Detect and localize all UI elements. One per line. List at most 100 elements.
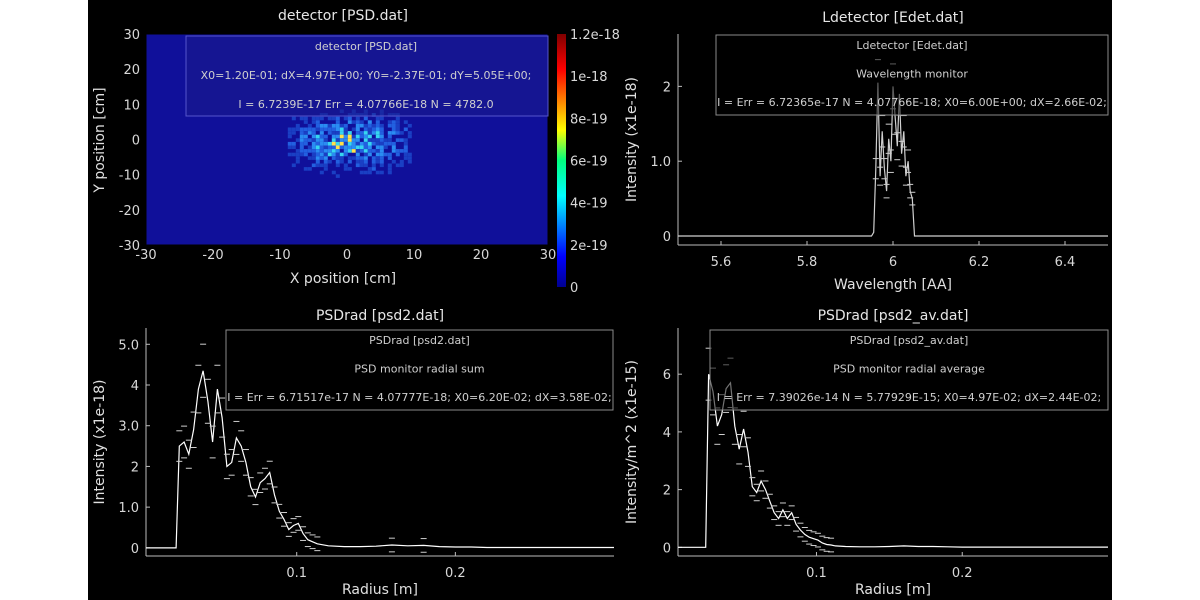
heatmap-cell: [387, 134, 392, 139]
heatmap-cell: [359, 170, 364, 175]
info-box-line: Wavelength monitor: [856, 68, 968, 81]
heatmap-cell: [359, 134, 364, 139]
heatmap-cell: [387, 170, 392, 175]
heatmap-cell: [351, 138, 356, 142]
info-box-line: I = Err = 6.72365e-17 N = 4.07766E-18; X…: [717, 96, 1107, 109]
x-tick-label: 10: [406, 248, 423, 263]
heatmap-cell: [335, 174, 340, 178]
heatmap-cell: [343, 152, 348, 157]
heatmap-cell: [391, 145, 396, 150]
heatmap-cell: [311, 120, 316, 124]
heatmap-cell: [367, 145, 372, 150]
heatmap-cell: [391, 127, 396, 132]
x-axis-label: X position [cm]: [290, 271, 396, 287]
heatmap-cell: [299, 127, 304, 132]
heatmap-cell: [383, 145, 388, 150]
x-tick-label: 30: [540, 248, 557, 263]
heatmap-cell: [363, 127, 368, 132]
heatmap-cell: [375, 134, 380, 139]
heatmap-cell: [363, 141, 368, 146]
heatmap-cell: [375, 145, 380, 150]
heatmap-cell: [359, 145, 364, 150]
heatmap-cell: [291, 116, 296, 121]
chart-title: detector [PSD.dat]: [278, 8, 408, 24]
y-tick-label: 1.0: [118, 501, 139, 516]
heatmap-cell: [307, 123, 312, 128]
heatmap-cell: [351, 127, 356, 132]
heatmap-cell: [303, 120, 308, 124]
heatmap-cell: [343, 141, 348, 146]
heatmap-cell: [327, 145, 332, 150]
x-tick-label: 6.2: [969, 255, 990, 270]
heatmap-cell: [327, 159, 332, 164]
heatmap-cell: [335, 163, 340, 168]
heatmap-cell: [319, 163, 324, 168]
heatmap-cell: [323, 159, 328, 164]
heatmap-cell: [375, 141, 380, 146]
heatmap-cell: [327, 141, 332, 146]
heatmap-cell: [359, 141, 364, 146]
heatmap-cell: [403, 138, 408, 142]
heatmap-cell: [375, 127, 380, 132]
y-axis-label: Intensity (x1e-18): [92, 380, 108, 505]
heatmap-cell: [351, 141, 356, 146]
heatmap-cell: [395, 152, 400, 157]
heatmap-cell: [359, 156, 364, 160]
info-box-line: PSDrad [psd2.dat]: [369, 334, 470, 347]
y-tick-label: -20: [119, 204, 140, 219]
chart-title: Ldetector [Edet.dat]: [822, 10, 964, 26]
x-tick-label: 0.1: [286, 566, 307, 581]
info-box: [715, 34, 1109, 116]
heatmap-cell: [347, 149, 352, 153]
heatmap-cell: [311, 145, 316, 150]
heatmap-cell: [299, 116, 304, 121]
heatmap-cell: [367, 134, 372, 139]
heatmap-cell: [319, 134, 324, 139]
heatmap-cell: [355, 120, 360, 124]
heatmap-cell: [387, 141, 392, 146]
heatmap-cell: [399, 149, 404, 153]
heatmap-cell: [387, 138, 392, 142]
heatmap-cell: [295, 123, 300, 128]
y-axis-label: Y position [cm]: [92, 87, 108, 193]
info-box-line: PSD monitor radial average: [833, 363, 985, 376]
heatmap-cell: [299, 152, 304, 157]
heatmap-cell: [287, 134, 292, 139]
heatmap-cell: [315, 163, 320, 168]
heatmap-cell: [291, 127, 296, 132]
heatmap-cell: [347, 156, 352, 160]
heatmap-cell: [355, 138, 360, 142]
heatmap-cell: [295, 138, 300, 142]
heatmap-cell: [387, 131, 392, 135]
heatmap-cell: [379, 138, 384, 142]
heatmap-cell: [363, 138, 368, 142]
heatmap-cell: [331, 138, 336, 142]
heatmap-cell: [351, 120, 356, 124]
y-tick-label: 1.0: [650, 155, 671, 170]
heatmap-cell: [355, 123, 360, 128]
heatmap-cell: [307, 167, 312, 171]
x-axis-label: Radius [m]: [342, 582, 418, 598]
heatmap-cell: [347, 145, 352, 150]
heatmap-cell: [343, 167, 348, 171]
heatmap-cell: [335, 141, 340, 146]
chart-title: PSDrad [psd2_av.dat]: [818, 308, 969, 324]
heatmap-cell: [307, 138, 312, 142]
x-tick-label: -10: [269, 248, 290, 263]
heatmap-cell: [335, 116, 340, 121]
heatmap-cell: [323, 152, 328, 157]
heatmap-cell: [387, 167, 392, 171]
heatmap-cell: [355, 156, 360, 160]
heatmap-cell: [311, 127, 316, 132]
heatmap-cell: [323, 123, 328, 128]
x-tick-label: 0.2: [952, 566, 973, 581]
heatmap-cell: [367, 141, 372, 146]
heatmap-cell: [331, 156, 336, 160]
y-tick-label: 6: [663, 368, 671, 383]
radial-sum-plot: [145, 328, 614, 557]
heatmap-cell: [343, 138, 348, 142]
heatmap-cell: [379, 134, 384, 139]
heatmap-cell: [307, 156, 312, 160]
heatmap-cell: [299, 134, 304, 139]
